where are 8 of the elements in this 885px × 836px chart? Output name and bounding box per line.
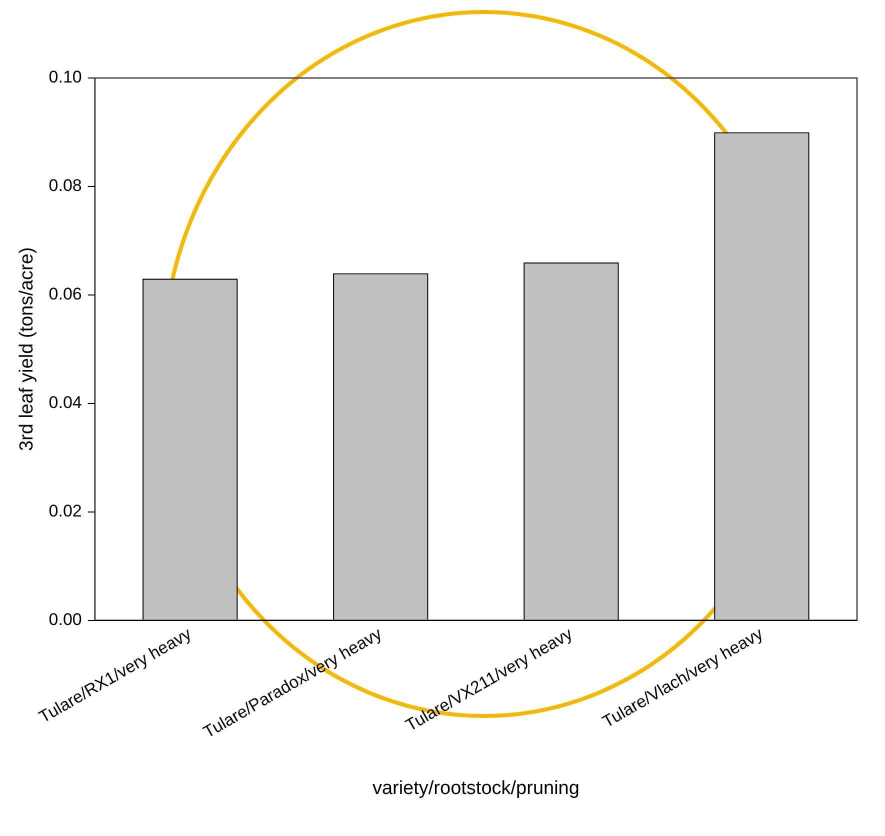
y-tick-label: 0.10 <box>48 68 82 87</box>
y-tick-label: 0.04 <box>48 393 82 412</box>
y-tick-label: 0.08 <box>48 176 82 196</box>
y-axis-title: 3rd leaf yield (tons/acre) <box>16 247 38 452</box>
y-tick-label: 0.06 <box>48 284 82 304</box>
x-axis-title: variety/rootstock/pruning <box>372 778 580 799</box>
y-tick-label: 0.02 <box>48 502 82 521</box>
y-tick-label: 0.00 <box>48 610 82 629</box>
